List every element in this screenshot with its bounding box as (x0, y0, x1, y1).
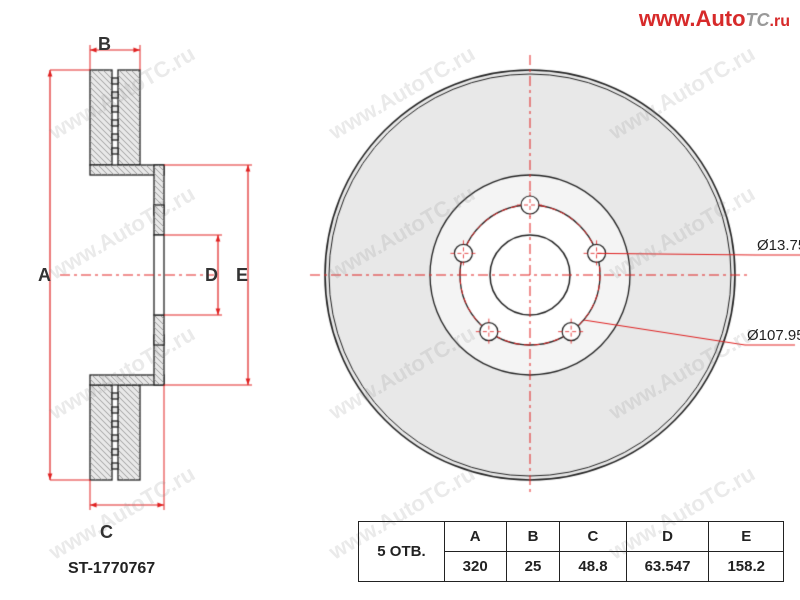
table-header-cell: A (444, 522, 506, 552)
dim-label-C: C (100, 522, 113, 543)
table-value-cell: 158.2 (709, 552, 784, 582)
dim-label-A: A (38, 265, 51, 286)
callout-bolt-hole: Ø13.75(4) (757, 237, 800, 254)
table-header-cell: E (709, 522, 784, 552)
logo-url: www.AutoTC.ru (639, 6, 790, 32)
table-value-cell: 320 (444, 552, 506, 582)
dim-label-E: E (236, 265, 248, 286)
dim-label-B: B (98, 34, 111, 55)
holes-label-cell: 5 ОТВ. (359, 522, 444, 582)
dim-label-D: D (205, 265, 218, 286)
callout-pitch-circle: Ø107.95 (747, 327, 800, 344)
dimensions-table: 5 ОТВ. A B C D E 320 25 48.8 63.547 158.… (358, 521, 784, 582)
part-number: ST-1770767 (68, 560, 155, 578)
table-header-cell: B (506, 522, 560, 552)
drawing-canvas (0, 0, 800, 600)
table-header-cell: D (626, 522, 709, 552)
table-value-cell: 25 (506, 552, 560, 582)
table-header-cell: C (560, 522, 626, 552)
table-value-cell: 48.8 (560, 552, 626, 582)
table-row: 5 ОТВ. A B C D E (359, 522, 784, 552)
table-value-cell: 63.547 (626, 552, 709, 582)
